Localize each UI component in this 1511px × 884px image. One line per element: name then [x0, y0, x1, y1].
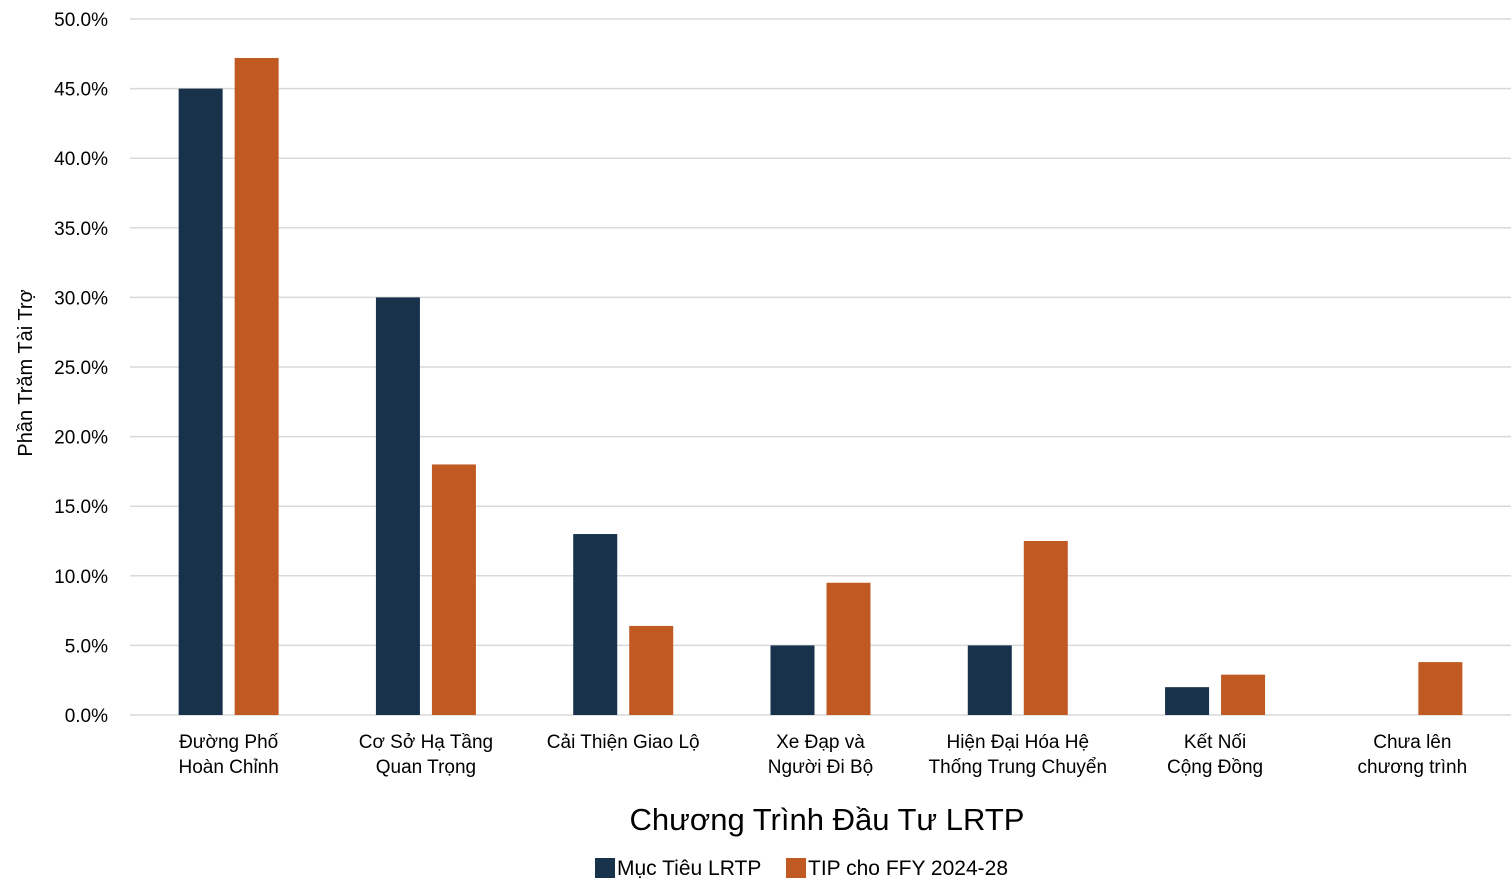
- x-category-label: Hiện Đại Hóa Hệ: [946, 732, 1089, 753]
- bar-tip: [1221, 674, 1266, 715]
- y-tick-label: 40.0%: [54, 149, 108, 170]
- y-tick-label: 35.0%: [54, 219, 108, 240]
- x-category-label: Kết Nối: [1184, 732, 1246, 753]
- y-tick-label: 25.0%: [54, 358, 108, 379]
- legend-label: Mục Tiêu LRTP: [617, 857, 761, 879]
- legend-label: TIP cho FFY 2024-28: [808, 857, 1008, 879]
- x-category-label: Hoàn Chỉnh: [178, 757, 278, 778]
- bar-lrtp: [1165, 687, 1210, 715]
- x-category-label: Cơ Sở Hạ Tầng: [359, 732, 493, 753]
- bar-tip: [826, 582, 871, 715]
- x-category-label: chương trình: [1358, 757, 1468, 778]
- x-axis-categories: Đường Phố Hoàn Chỉnh Cơ Sở Hạ Tầng Quan Trọ…: [178, 732, 1467, 778]
- x-category-label: Đường Phố: [179, 732, 279, 753]
- y-tick-label: 10.0%: [54, 567, 108, 588]
- x-category-label: Chưa lên: [1373, 732, 1451, 753]
- y-tick-label: 15.0%: [54, 497, 108, 518]
- y-tick-label: 5.0%: [65, 636, 108, 657]
- legend-swatch: [595, 858, 615, 878]
- bar-lrtp: [573, 534, 618, 715]
- y-axis-label: Phần Trăm Tài Trợ: [15, 289, 37, 456]
- y-tick-label: 50.0%: [54, 10, 108, 31]
- bar-tip: [234, 57, 279, 715]
- x-category-label: Quan Trọng: [376, 757, 476, 778]
- y-tick-label: 20.0%: [54, 428, 108, 449]
- x-category-label: Cộng Đồng: [1167, 757, 1263, 778]
- x-category-label: Người Đi Bộ: [768, 757, 873, 778]
- legend: Mục Tiêu LRTP TIP cho FFY 2024-28: [595, 857, 1008, 880]
- y-tick-label: 30.0%: [54, 288, 108, 309]
- bars: [178, 57, 1463, 716]
- y-tick-label: 0.0%: [65, 706, 108, 727]
- bar-lrtp: [967, 645, 1012, 715]
- bar-tip: [1418, 662, 1463, 715]
- x-category-label: Thống Trung Chuyển: [929, 757, 1108, 778]
- y-axis-ticks: 0.0% 5.0% 10.0% 15.0% 20.0% 25.0% 30.0% 35.0% 40…: [54, 10, 108, 727]
- bar-tip: [629, 625, 674, 715]
- x-category-label: Cải Thiện Giao Lộ: [547, 732, 700, 753]
- y-tick-label: 45.0%: [54, 80, 108, 101]
- bar-lrtp: [178, 88, 223, 716]
- x-category-label: Xe Đạp và: [776, 732, 865, 753]
- bar-tip: [1023, 541, 1068, 715]
- legend-swatch: [786, 858, 806, 878]
- bar-tip: [431, 464, 476, 715]
- bar-lrtp: [375, 297, 420, 715]
- bar-lrtp: [770, 645, 815, 715]
- x-axis-label: Chương Trình Đầu Tư LRTP: [630, 802, 1025, 837]
- gridlines: [130, 18, 1511, 716]
